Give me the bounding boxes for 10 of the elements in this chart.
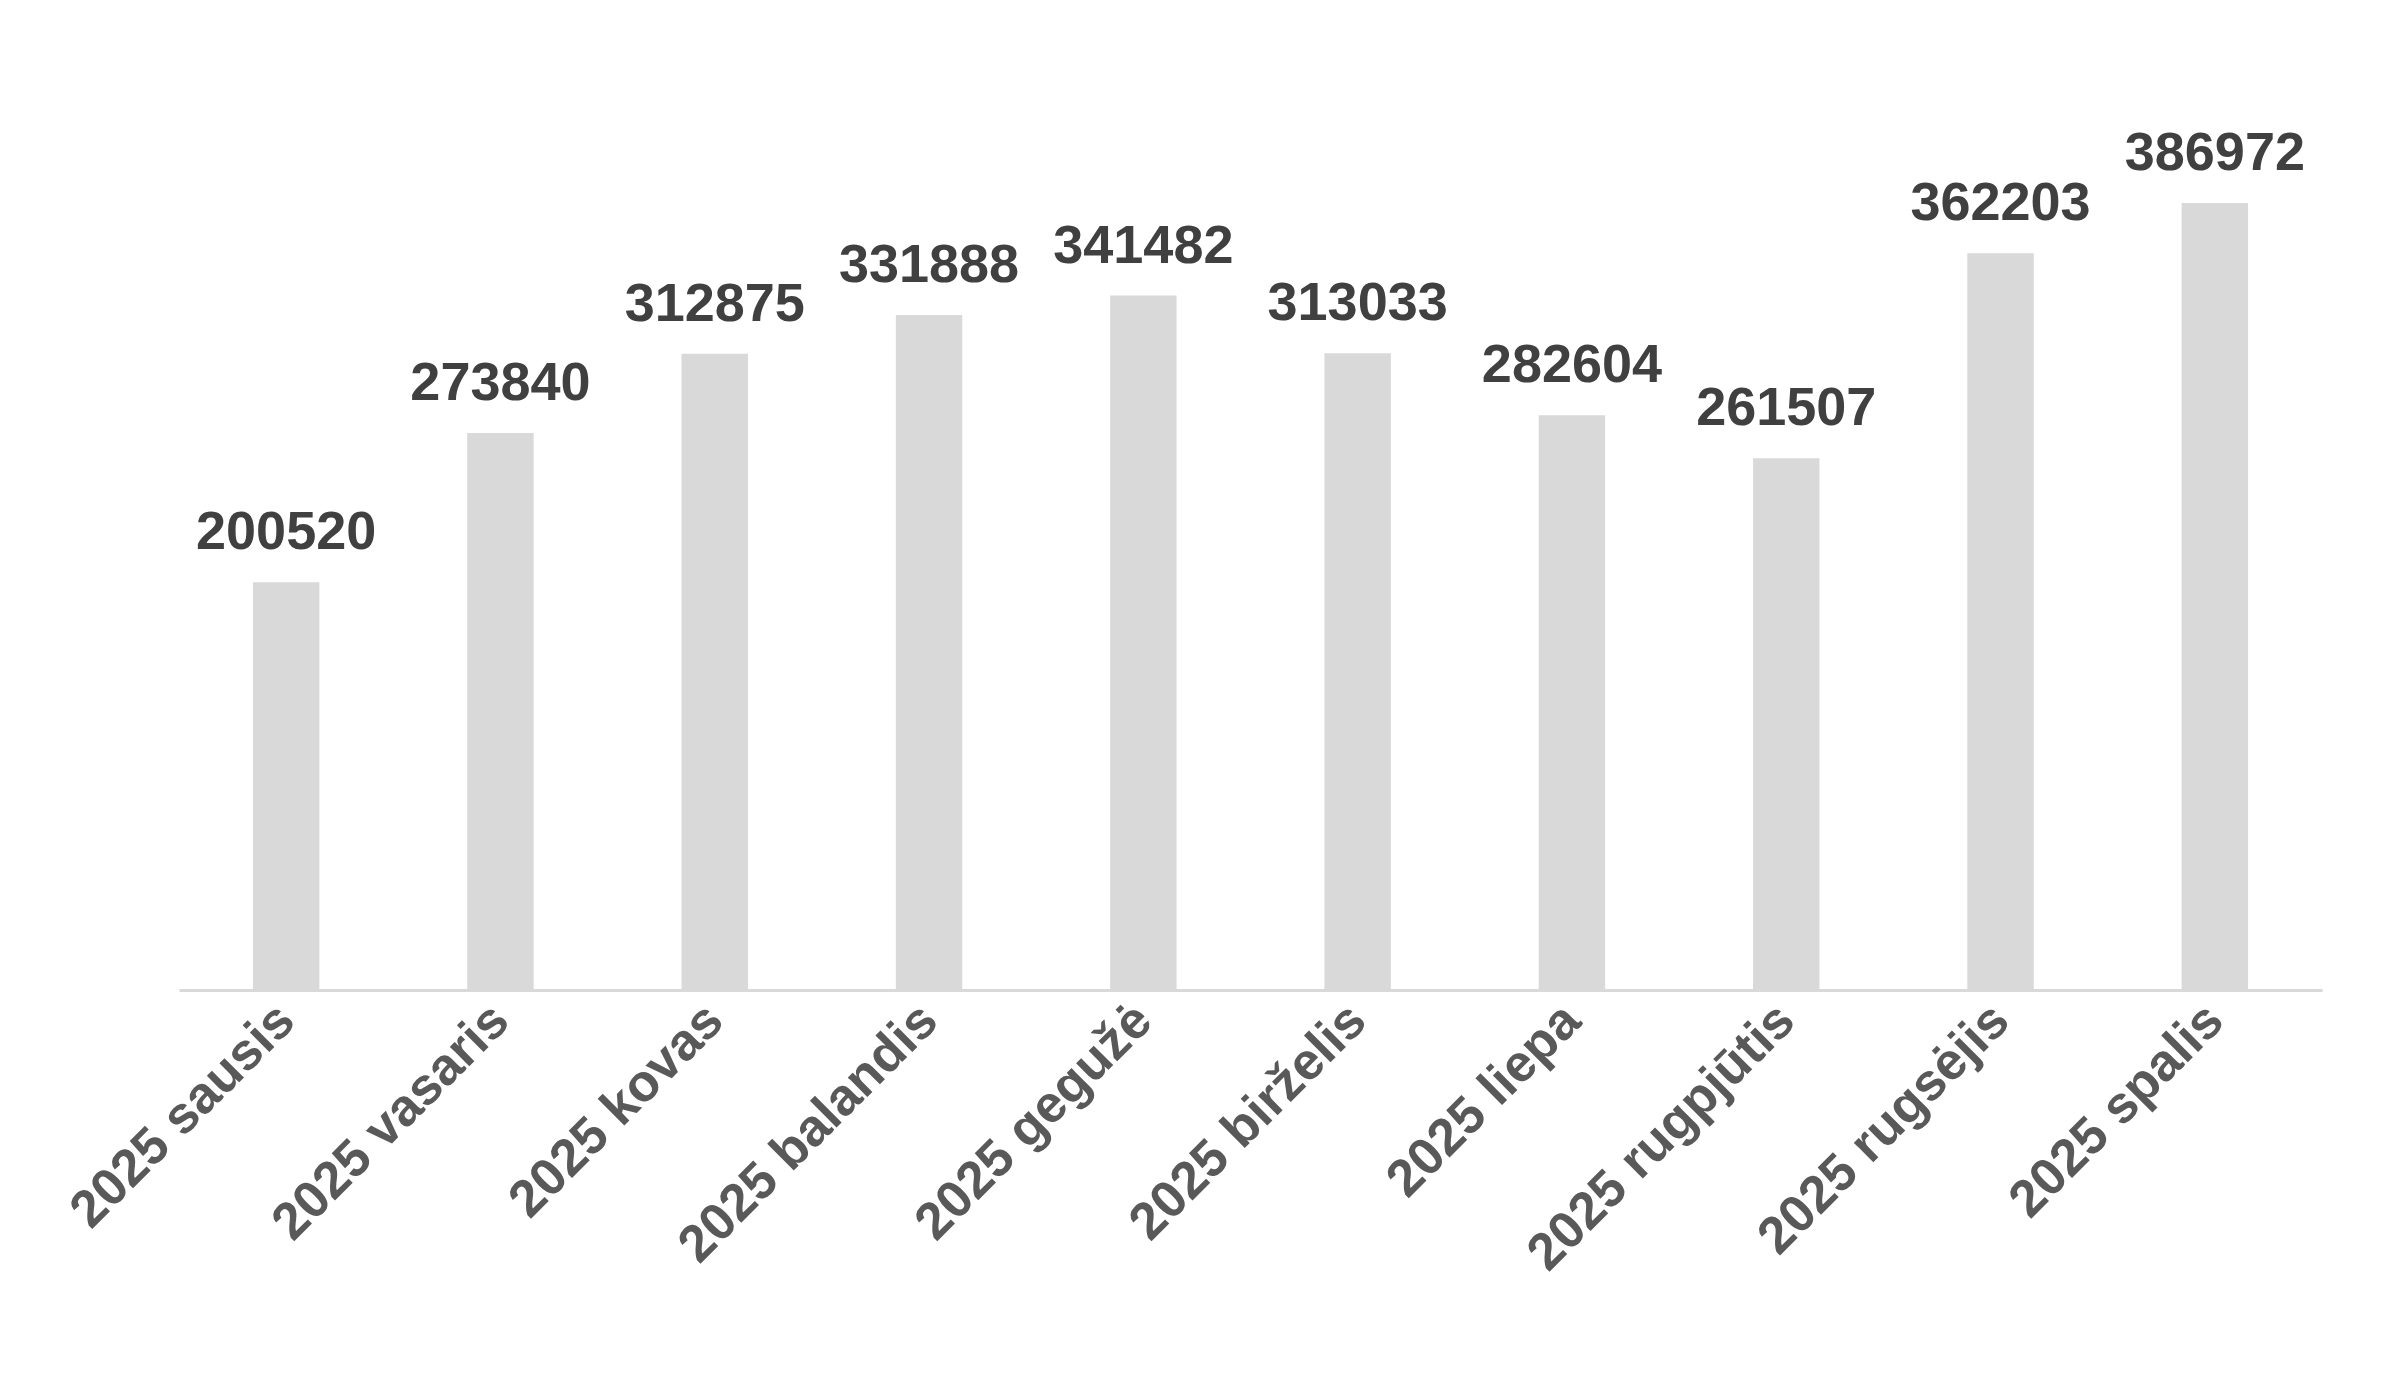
- data-label: 261507: [1696, 376, 1877, 437]
- data-label: 386972: [2124, 121, 2305, 181]
- data-label: 200520: [196, 500, 377, 561]
- data-label: 273840: [410, 351, 591, 412]
- data-label: 362203: [1910, 171, 2091, 232]
- data-label: 341482: [1053, 213, 1234, 274]
- data-label: 313033: [1267, 271, 1448, 332]
- data-label: 331888: [838, 233, 1020, 294]
- data-label: 282604: [1481, 333, 1663, 394]
- data-label: 312875: [624, 271, 805, 332]
